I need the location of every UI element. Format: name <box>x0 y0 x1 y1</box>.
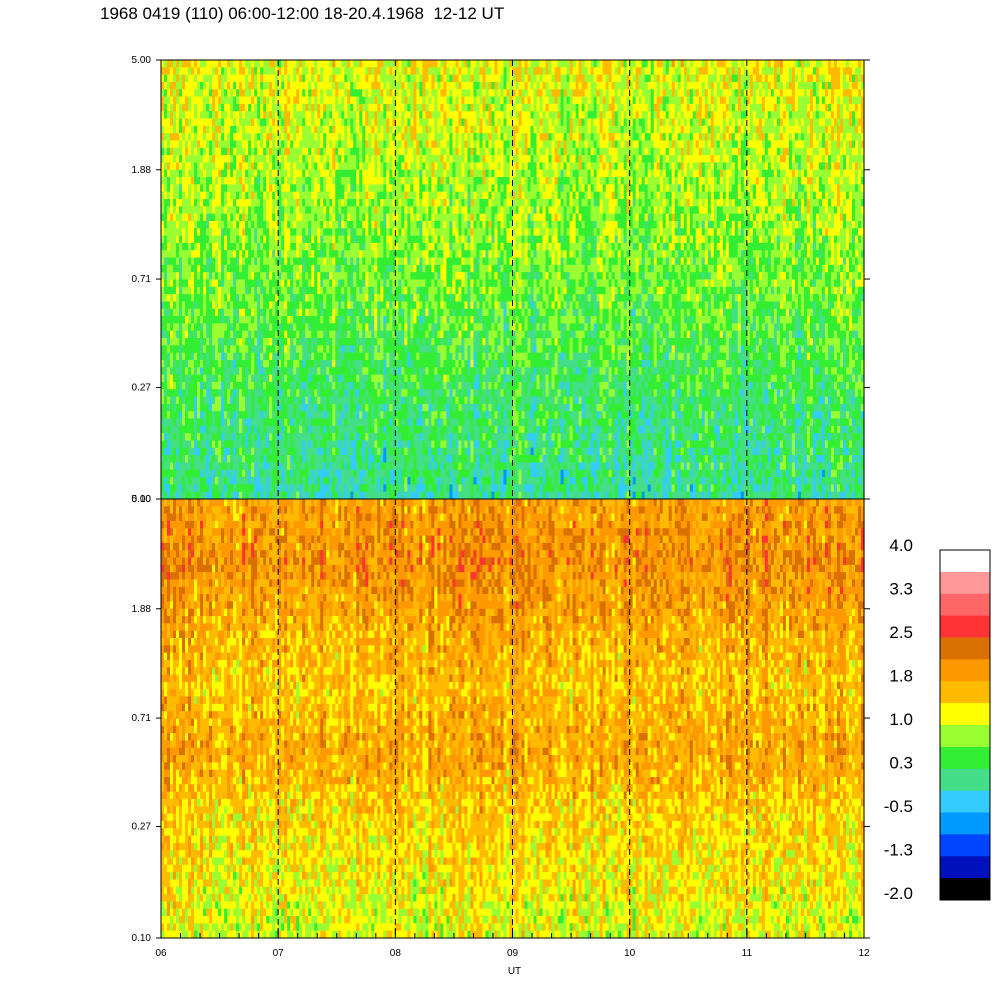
upper-panel: 5.001.880.710.270.10 <box>132 55 870 505</box>
